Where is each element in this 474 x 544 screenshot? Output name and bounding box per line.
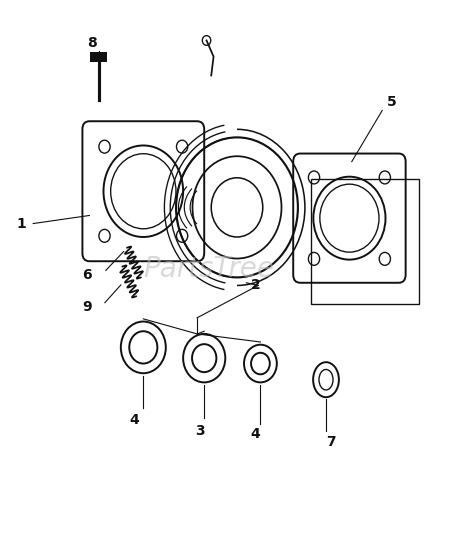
Text: 9: 9 bbox=[82, 300, 92, 314]
Text: 5: 5 bbox=[387, 95, 396, 109]
Bar bbox=[310, 180, 419, 304]
Text: 1: 1 bbox=[17, 217, 27, 231]
Text: 6: 6 bbox=[82, 268, 92, 282]
Bar bbox=[91, 52, 107, 62]
Text: PartsTree: PartsTree bbox=[144, 255, 274, 283]
Text: 3: 3 bbox=[195, 424, 204, 438]
Text: 4: 4 bbox=[129, 413, 139, 427]
Text: 7: 7 bbox=[326, 435, 336, 449]
Text: 4: 4 bbox=[251, 426, 261, 441]
Text: 2: 2 bbox=[251, 279, 261, 293]
Text: 8: 8 bbox=[87, 36, 97, 50]
